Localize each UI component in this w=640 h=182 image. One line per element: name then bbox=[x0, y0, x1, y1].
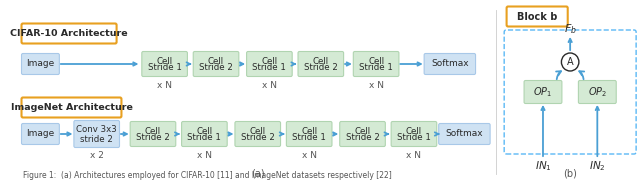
Text: Stride 1: Stride 1 bbox=[359, 64, 393, 72]
Text: (b): (b) bbox=[563, 169, 577, 179]
Text: Cell: Cell bbox=[145, 127, 161, 136]
Text: x N: x N bbox=[406, 151, 422, 160]
FancyBboxPatch shape bbox=[130, 122, 176, 147]
FancyBboxPatch shape bbox=[74, 120, 120, 147]
FancyBboxPatch shape bbox=[22, 23, 116, 43]
FancyBboxPatch shape bbox=[579, 80, 616, 104]
Text: Stride 1: Stride 1 bbox=[148, 64, 182, 72]
Text: Cell: Cell bbox=[355, 127, 371, 136]
Text: Stride 2: Stride 2 bbox=[199, 64, 233, 72]
Text: Cell: Cell bbox=[261, 57, 278, 66]
FancyArrowPatch shape bbox=[579, 71, 584, 79]
FancyArrowPatch shape bbox=[556, 71, 561, 79]
Text: Stride 2: Stride 2 bbox=[346, 133, 380, 143]
FancyBboxPatch shape bbox=[438, 124, 490, 145]
Text: Image: Image bbox=[26, 130, 54, 139]
Text: Cell: Cell bbox=[196, 127, 212, 136]
Text: Stride 1: Stride 1 bbox=[397, 133, 431, 143]
Text: x N: x N bbox=[157, 81, 172, 90]
Text: Stride 2: Stride 2 bbox=[304, 64, 338, 72]
FancyBboxPatch shape bbox=[235, 122, 280, 147]
Text: x N: x N bbox=[262, 81, 277, 90]
Text: Cell: Cell bbox=[406, 127, 422, 136]
Text: $IN_2$: $IN_2$ bbox=[589, 159, 605, 173]
FancyBboxPatch shape bbox=[340, 122, 385, 147]
Circle shape bbox=[561, 53, 579, 71]
Text: stride 2: stride 2 bbox=[80, 134, 113, 143]
Text: x N: x N bbox=[369, 81, 383, 90]
Text: A: A bbox=[567, 57, 573, 67]
FancyBboxPatch shape bbox=[142, 52, 188, 76]
Text: x N: x N bbox=[301, 151, 317, 160]
FancyBboxPatch shape bbox=[424, 54, 476, 74]
Text: Softmax: Softmax bbox=[445, 130, 483, 139]
Text: x N: x N bbox=[197, 151, 212, 160]
FancyBboxPatch shape bbox=[22, 124, 60, 145]
FancyBboxPatch shape bbox=[298, 52, 344, 76]
FancyBboxPatch shape bbox=[193, 52, 239, 76]
Text: Cell: Cell bbox=[250, 127, 266, 136]
Text: Stride 1: Stride 1 bbox=[188, 133, 221, 143]
Text: Stride 2: Stride 2 bbox=[136, 133, 170, 143]
FancyBboxPatch shape bbox=[286, 122, 332, 147]
FancyBboxPatch shape bbox=[391, 122, 436, 147]
Text: Stride 1: Stride 1 bbox=[252, 64, 286, 72]
Text: Cell: Cell bbox=[368, 57, 384, 66]
Text: $OP_1$: $OP_1$ bbox=[533, 85, 552, 99]
Text: Image: Image bbox=[26, 60, 54, 68]
FancyBboxPatch shape bbox=[353, 52, 399, 76]
Text: $OP_2$: $OP_2$ bbox=[588, 85, 607, 99]
FancyBboxPatch shape bbox=[182, 122, 227, 147]
FancyBboxPatch shape bbox=[22, 54, 60, 74]
FancyBboxPatch shape bbox=[22, 98, 122, 118]
Text: Block b: Block b bbox=[517, 11, 557, 21]
FancyBboxPatch shape bbox=[524, 80, 562, 104]
Text: $IN_1$: $IN_1$ bbox=[534, 159, 552, 173]
Text: Cell: Cell bbox=[301, 127, 317, 136]
FancyBboxPatch shape bbox=[246, 52, 292, 76]
Text: x 2: x 2 bbox=[90, 151, 104, 160]
Text: Cell: Cell bbox=[157, 57, 173, 66]
FancyBboxPatch shape bbox=[507, 7, 568, 27]
Text: Figure 1:  (a) Architectures employed for CIFAR-10 [11] and ImageNet datasets re: Figure 1: (a) Architectures employed for… bbox=[23, 171, 392, 180]
Text: Cell: Cell bbox=[208, 57, 224, 66]
FancyBboxPatch shape bbox=[504, 30, 636, 154]
Text: Cell: Cell bbox=[313, 57, 329, 66]
Text: CIFAR-10 Architecture: CIFAR-10 Architecture bbox=[10, 29, 128, 38]
Text: Conv 3x3: Conv 3x3 bbox=[76, 126, 117, 134]
Text: $F_b$: $F_b$ bbox=[564, 22, 577, 36]
Text: (a): (a) bbox=[251, 169, 264, 179]
Text: ImageNet Architecture: ImageNet Architecture bbox=[10, 103, 132, 112]
Text: Stride 2: Stride 2 bbox=[241, 133, 275, 143]
Text: Softmax: Softmax bbox=[431, 60, 468, 68]
Text: Stride 1: Stride 1 bbox=[292, 133, 326, 143]
